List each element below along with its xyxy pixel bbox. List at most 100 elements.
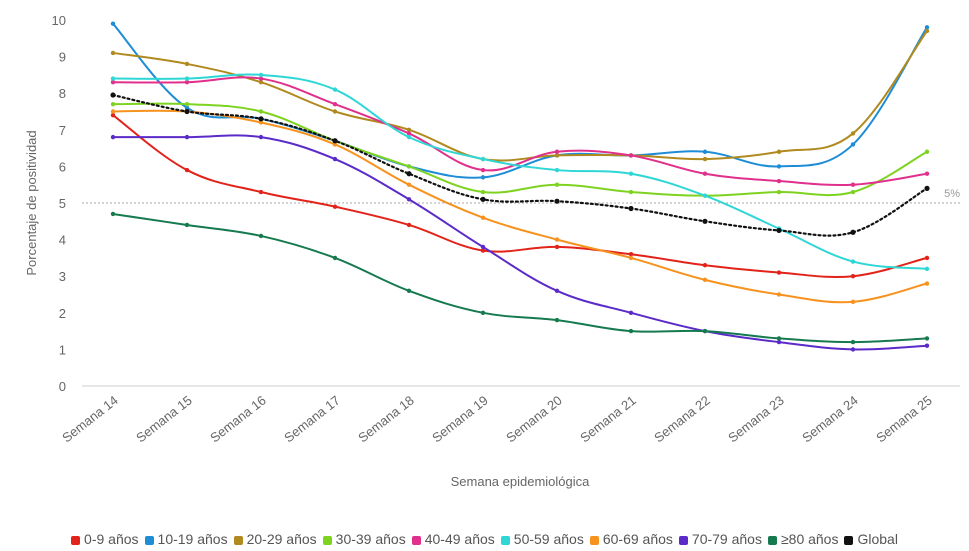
data-point <box>332 255 338 261</box>
data-point <box>628 205 634 212</box>
data-point <box>332 204 338 209</box>
data-point <box>184 134 190 140</box>
y-tick-label: 0 <box>59 379 66 394</box>
data-point <box>702 263 708 268</box>
data-point <box>776 292 782 297</box>
series-9 <box>110 92 930 237</box>
data-point <box>110 101 116 107</box>
y-tick-label: 2 <box>59 306 66 321</box>
data-point <box>480 244 486 250</box>
legend-item: 60-69 años <box>589 531 673 547</box>
data-point <box>184 76 190 81</box>
data-point <box>850 229 856 235</box>
data-point <box>406 131 412 136</box>
data-point <box>850 182 856 187</box>
data-point <box>850 131 856 136</box>
data-point <box>850 274 856 279</box>
data-point <box>184 108 190 115</box>
legend-label: 60-69 años <box>602 531 673 547</box>
legend-swatch <box>71 536 81 545</box>
legend-label: Global <box>857 531 898 547</box>
data-point <box>702 218 708 224</box>
legend-swatch <box>767 536 777 545</box>
data-point <box>554 317 560 323</box>
legend-label: ≥80 años <box>780 531 839 547</box>
y-tick-label: 1 <box>59 342 66 357</box>
x-tick-label: Semana 17 <box>281 393 343 446</box>
data-point <box>924 281 930 286</box>
data-point <box>480 167 486 173</box>
series-line <box>112 29 928 162</box>
data-point <box>850 339 856 345</box>
legend-swatch <box>844 536 854 545</box>
series-2 <box>110 28 930 162</box>
data-point <box>702 149 708 154</box>
y-axis-title: Porcentaje de positividad <box>24 130 39 275</box>
data-point <box>924 336 930 341</box>
x-tick-label: Semana 14 <box>59 393 121 446</box>
legend-label: 50-59 años <box>513 531 584 547</box>
legend-swatch <box>411 536 421 545</box>
data-point <box>110 211 116 217</box>
data-point <box>554 153 560 158</box>
data-point <box>924 28 930 34</box>
data-point <box>406 182 412 187</box>
data-point <box>258 120 264 125</box>
y-tick-label: 7 <box>59 123 66 138</box>
data-point <box>702 193 708 198</box>
data-point <box>554 182 560 187</box>
data-point <box>554 237 560 242</box>
data-point <box>776 270 782 275</box>
series-line <box>112 134 928 351</box>
data-point <box>406 288 412 294</box>
data-point <box>924 185 930 191</box>
legend-swatch <box>144 536 154 545</box>
series-line <box>112 22 928 179</box>
series-1 <box>110 21 930 180</box>
legend-item: Global <box>844 531 898 547</box>
legend-item: 10-19 años <box>144 531 228 547</box>
data-point <box>776 336 782 341</box>
data-point <box>850 189 856 195</box>
data-point <box>110 92 116 98</box>
x-tick-label: Semana 16 <box>207 393 269 446</box>
legend-label: 20-29 años <box>246 531 317 547</box>
legend-swatch <box>589 536 599 545</box>
series-line <box>112 109 928 304</box>
legend-item: 20-29 años <box>233 531 317 547</box>
data-point <box>184 167 190 173</box>
legend-item: 70-79 años <box>678 531 762 547</box>
data-point <box>776 227 782 234</box>
series-5 <box>110 72 930 272</box>
data-point <box>110 76 116 81</box>
data-point <box>332 138 338 144</box>
data-point <box>332 156 338 162</box>
data-point <box>628 255 634 261</box>
y-tick-label: 8 <box>59 86 66 101</box>
series-0 <box>110 112 930 279</box>
series-line <box>112 102 928 197</box>
data-point <box>258 134 264 140</box>
data-point <box>110 80 116 85</box>
data-point <box>184 222 190 228</box>
data-point <box>702 171 708 176</box>
data-point <box>924 343 930 348</box>
data-point <box>332 109 338 114</box>
legend-label: 0-9 años <box>84 531 139 547</box>
series-layer <box>110 21 930 352</box>
data-point <box>406 164 412 169</box>
y-tick-label: 5 <box>59 196 66 211</box>
data-point <box>702 328 708 334</box>
legend-label: 70-79 años <box>691 531 762 547</box>
data-point <box>480 248 486 253</box>
x-tick-label: Semana 23 <box>725 393 787 446</box>
data-point <box>554 198 560 204</box>
x-axis-title: Semana epidemiológica <box>451 474 591 489</box>
data-point <box>258 189 264 195</box>
x-axis: Semana 14 Semana 15 Semana 16 Semana 17 Sema… <box>59 393 935 446</box>
data-point <box>776 189 782 195</box>
legend-item: 30-39 años <box>322 531 406 547</box>
data-point <box>184 80 190 85</box>
data-point <box>332 101 338 107</box>
series-line <box>111 93 929 237</box>
